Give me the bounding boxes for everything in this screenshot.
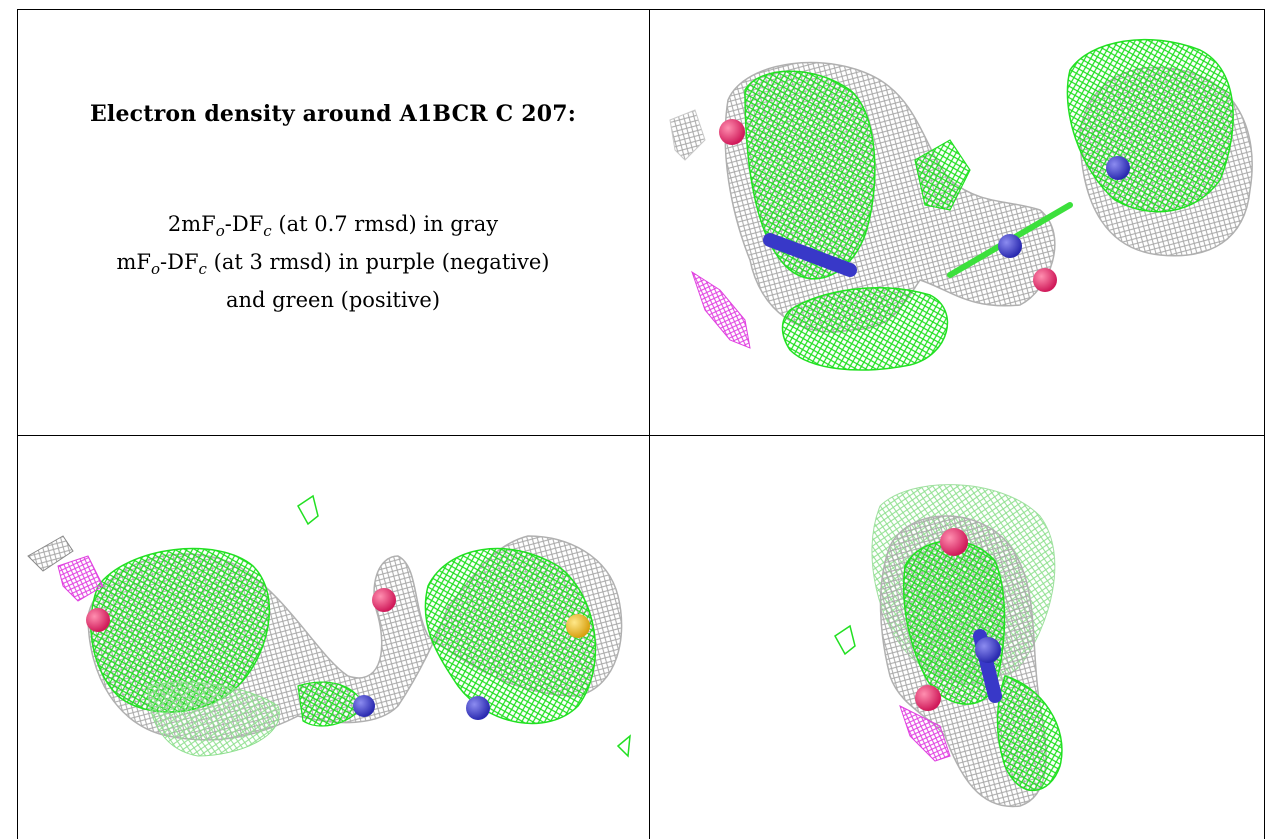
legend-line-fo: mFo-DFc (at 3 rmsd) in purple (negative) bbox=[116, 250, 550, 279]
legend-line-colors: and green (positive) bbox=[225, 288, 441, 313]
legend-line-2fo: 2mFo-DFc (at 0.7 rmsd) in gray bbox=[167, 212, 499, 241]
table-divider-horizontal bbox=[17, 435, 1265, 436]
density-view-2 bbox=[27, 494, 631, 758]
density-view-1 bbox=[669, 38, 1253, 371]
purple-mesh bbox=[691, 270, 751, 349]
atoms bbox=[915, 528, 1002, 711]
table-border-top bbox=[17, 9, 1265, 10]
caption-cell: Electron density around A1BCR C 207: 2mF… bbox=[17, 9, 649, 435]
purple-mesh bbox=[899, 705, 951, 762]
purple-mesh bbox=[57, 555, 104, 602]
green-mesh bbox=[834, 540, 1063, 792]
table-border-left bbox=[17, 9, 18, 839]
atoms bbox=[86, 588, 590, 720]
density-view-3 bbox=[834, 484, 1063, 808]
green-mesh bbox=[90, 494, 631, 758]
figure-legend: 2mFo-DFc (at 0.7 rmsd) in gray mFo-DFc (… bbox=[17, 209, 649, 316]
atoms bbox=[719, 119, 1130, 292]
table-divider-vertical bbox=[649, 9, 650, 839]
table-border-right bbox=[1264, 9, 1265, 839]
figure-title: Electron density around A1BCR C 207: bbox=[89, 101, 577, 127]
